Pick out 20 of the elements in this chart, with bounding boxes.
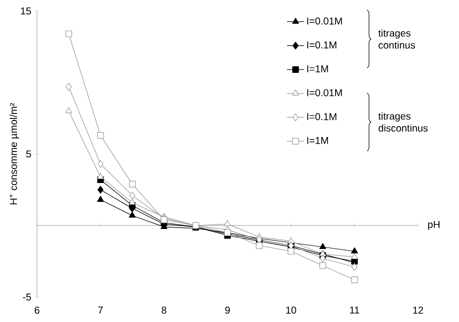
legend-label: I=0.1M — [307, 113, 336, 120]
legend-label: I=0.01M — [307, 17, 342, 25]
x-tick-label: 8 — [162, 306, 166, 314]
x-tick-label: 11 — [350, 306, 360, 314]
y-tick-label: 5 — [26, 150, 31, 158]
annotation: titrages continus — [378, 29, 415, 49]
legend-label: I=0.01M — [307, 89, 342, 96]
legend-label: I=1M — [307, 137, 328, 144]
x-tick-label: 10 — [286, 306, 296, 314]
legend-label: I=0.1M — [307, 41, 336, 48]
x-tick-label: 12 — [413, 306, 424, 314]
legend-label: I=1M — [307, 65, 328, 72]
x-axis-title: pH — [428, 221, 440, 230]
annotation: titrages discontinus — [378, 112, 428, 132]
x-tick-label: 6 — [34, 306, 40, 314]
y-axis-title: H$^{+}$ consomme µmol/m² — [9, 103, 19, 204]
x-tick-label: 9 — [225, 306, 230, 314]
x-tick-label: 7 — [98, 306, 103, 314]
y-tick-label: -5 — [22, 294, 31, 300]
y-tick-label: 15 — [21, 8, 31, 14]
